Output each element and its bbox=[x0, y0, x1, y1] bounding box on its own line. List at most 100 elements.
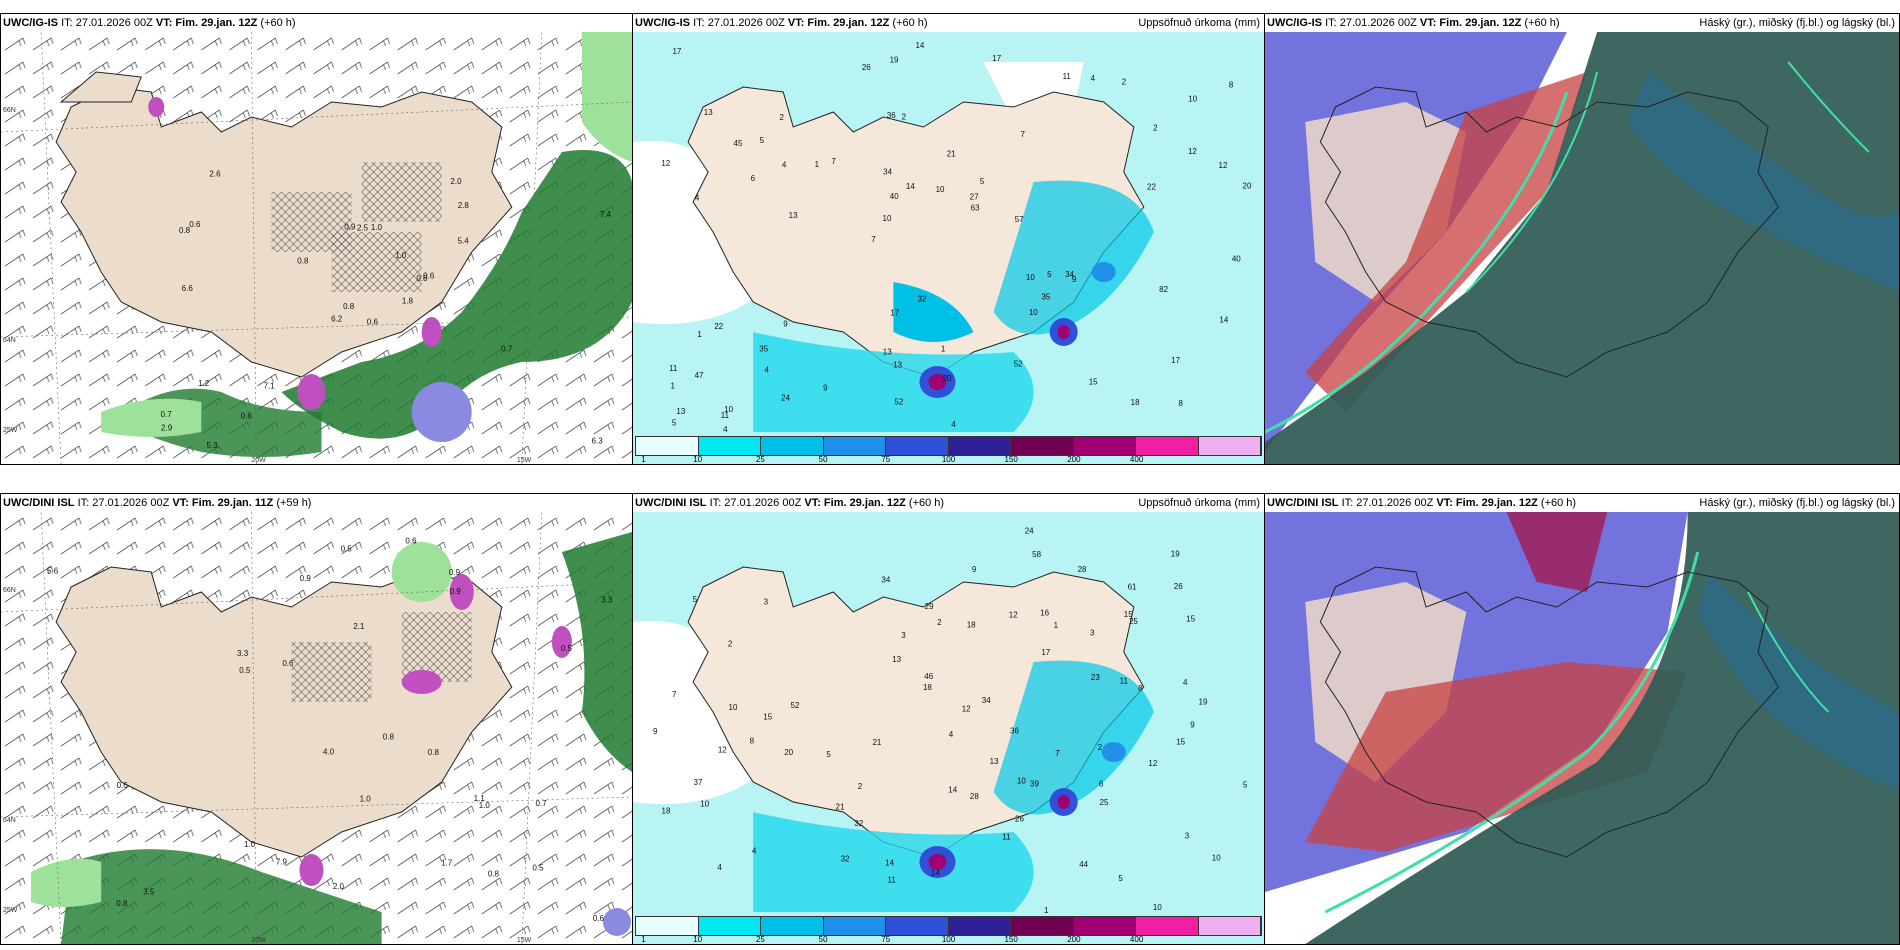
map-value-label: 32 bbox=[854, 819, 863, 828]
map-value-label: 9 bbox=[653, 727, 658, 736]
map-value-label: 37 bbox=[693, 778, 702, 787]
map-value-label: 17 bbox=[1041, 648, 1050, 657]
map-value-label: 2.0 bbox=[450, 177, 462, 186]
svg-text:25W: 25W bbox=[3, 907, 18, 914]
map-value-label: 11 bbox=[1002, 832, 1011, 841]
map-value-label: 44 bbox=[1079, 860, 1088, 869]
cloud-map[interactable] bbox=[1265, 512, 1899, 944]
precip-legend: 1 10 25 50 75 100 150 200 400 bbox=[635, 436, 1262, 464]
legend-swatch bbox=[636, 917, 699, 935]
map-value-label: 14 bbox=[948, 786, 957, 795]
map-value-label: 0.9 bbox=[300, 574, 312, 583]
svg-text:20W: 20W bbox=[251, 457, 266, 464]
map-value-label: 35 bbox=[759, 344, 768, 353]
map-value-label: 7 bbox=[831, 157, 836, 166]
map-value-label: 0.8 bbox=[179, 226, 191, 235]
iceland-outline bbox=[1319, 566, 1779, 858]
map-value-label: 5.6 bbox=[47, 566, 59, 575]
map-value-label: 19 bbox=[890, 56, 899, 65]
legend-tick-label: 50 bbox=[818, 455, 828, 464]
map-value-label: 4 bbox=[949, 730, 954, 739]
map-value-label: 4 bbox=[951, 420, 956, 429]
map-value-label: 0.8 bbox=[343, 302, 355, 311]
map-value-label: 4 bbox=[695, 194, 700, 203]
map-value-label: 36 bbox=[1010, 726, 1019, 735]
map-value-label: 0.8 bbox=[297, 257, 309, 266]
map-value-label: 0.6 bbox=[241, 411, 253, 420]
map-value-label: 4.0 bbox=[323, 748, 335, 757]
map-value-label: 1.8 bbox=[402, 296, 414, 305]
map-value-label: 3.3 bbox=[601, 596, 613, 605]
map-value-label: 18 bbox=[662, 807, 671, 816]
graticule bbox=[1, 32, 632, 464]
map-value-label: 13 bbox=[892, 655, 901, 664]
map-value-label: 3.5 bbox=[143, 887, 155, 896]
map-value-label: 9 bbox=[972, 565, 977, 574]
map-value-label: 1 bbox=[697, 330, 702, 339]
map-value-label: 3 bbox=[764, 597, 769, 606]
map-value-label: 34 bbox=[982, 696, 991, 705]
svg-text:64N: 64N bbox=[3, 337, 16, 344]
map-value-label: 52 bbox=[791, 701, 800, 710]
svg-text:15W: 15W bbox=[517, 937, 532, 944]
legend-tick-label: 1 bbox=[641, 935, 646, 944]
iceland-outline bbox=[1319, 86, 1779, 378]
map-value-label: 14 bbox=[906, 182, 915, 191]
map-value-label: 0.9 bbox=[450, 587, 462, 596]
map-value-label: 2 bbox=[1122, 77, 1127, 86]
map-value-label: 5 bbox=[693, 595, 698, 604]
svg-text:15W: 15W bbox=[517, 457, 532, 464]
map-value-label: 13 bbox=[704, 108, 713, 117]
map-value-label: 1 bbox=[1054, 621, 1059, 630]
precip-map[interactable]: 8 4 10 7 7 10 36 21 22 7 1 4 2 5 9 13 19 20 10 12 10 13 40 2 11 9… bbox=[633, 32, 1264, 464]
map-value-label: 52 bbox=[894, 398, 903, 407]
map-value-label: 16 bbox=[1040, 609, 1049, 618]
legend-swatch bbox=[1136, 437, 1199, 455]
map-value-label: 0.6 bbox=[416, 274, 428, 283]
map-value-label: 3 bbox=[901, 631, 906, 640]
map-value-label: 0.6 bbox=[117, 781, 129, 790]
map-value-label: 5.3 bbox=[207, 441, 219, 450]
map-value-label: 47 bbox=[695, 371, 704, 380]
map-value-label: 63 bbox=[971, 203, 980, 212]
map-value-label: 13 bbox=[789, 211, 798, 220]
map-value-label: 0.8 bbox=[488, 870, 500, 879]
map-value-label: 24 bbox=[1025, 527, 1034, 536]
map-value-label: 4 bbox=[752, 846, 757, 855]
map-value-label: 28 bbox=[970, 792, 979, 801]
wind-map[interactable]: 66N 64N 25W 20W 15W 0.6 0.8 0.8 0.7 0.6 7.1 2.… bbox=[1, 32, 632, 464]
panel-header: UWC/IG-IS IT: 27.01.2026 00Z VT: Fim. 29… bbox=[1265, 14, 1899, 32]
wind-map[interactable]: 66N 64N 25W 20W 15W 0.8 0.7 0.8 1.0 0.9 0.6 0.… bbox=[1, 512, 632, 944]
map-value-label: 17 bbox=[992, 54, 1001, 63]
map-value-label: 27 bbox=[970, 193, 979, 202]
wind-gust-fields bbox=[101, 32, 632, 457]
map-value-label: 12 bbox=[1188, 147, 1197, 156]
legend-swatch bbox=[823, 437, 886, 455]
map-value-label: 0.7 bbox=[501, 344, 513, 353]
map-value-label: 25 bbox=[1129, 617, 1138, 626]
precip-map[interactable]: 10 8 10 5 3 2 4 5 3 2 1 5 32 34 36 10 2 12 7 4 19 18 11 5 9 10 20 4… bbox=[633, 512, 1264, 944]
map-value-label: 6.2 bbox=[331, 315, 343, 324]
map-value-label: 2 bbox=[728, 639, 733, 648]
map-value-label: 11 bbox=[888, 875, 897, 884]
map-value-label: 1 bbox=[671, 382, 676, 391]
wind-panel-bottom: UWC/DINI ISL IT: 27.01.2026 00Z VT: Fim.… bbox=[0, 493, 633, 945]
legend-tick-label: 400 bbox=[1129, 935, 1144, 944]
map-value-label: 11 bbox=[1063, 72, 1072, 81]
map-value-label: 2.0 bbox=[333, 882, 345, 891]
map-value-label: 8 bbox=[750, 736, 755, 745]
legend-tick-label: 100 bbox=[941, 935, 956, 944]
map-value-label: 17 bbox=[890, 309, 899, 318]
map-value-label: 32 bbox=[841, 855, 850, 864]
map-value-label: 5 bbox=[760, 136, 765, 145]
map-value-label: 1.1 bbox=[474, 794, 486, 803]
map-value-label: 20 bbox=[942, 374, 951, 383]
map-value-label: 19 bbox=[1171, 549, 1180, 558]
map-value-label: 2.8 bbox=[458, 201, 470, 210]
legend-swatch bbox=[1073, 917, 1136, 935]
legend-swatch bbox=[1011, 917, 1074, 935]
map-value-label: 12 bbox=[1219, 161, 1228, 170]
cloud-map[interactable] bbox=[1265, 32, 1899, 464]
map-value-label: 36 bbox=[887, 111, 896, 120]
legend-swatch bbox=[1011, 437, 1074, 455]
